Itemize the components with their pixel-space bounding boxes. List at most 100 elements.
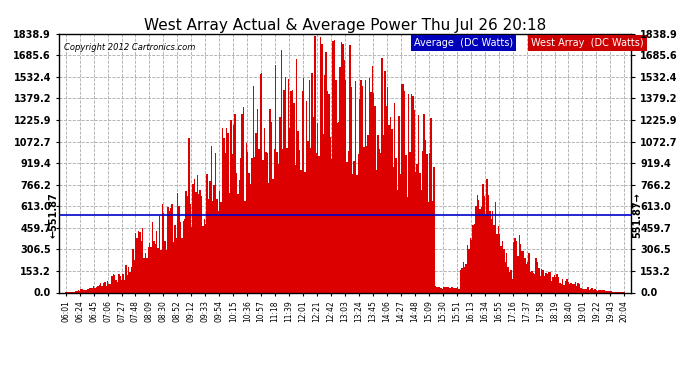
Bar xyxy=(446,287,447,292)
Bar xyxy=(153,242,155,292)
Bar xyxy=(278,164,279,292)
Bar xyxy=(289,128,290,292)
Bar xyxy=(421,190,422,292)
Bar xyxy=(330,136,331,292)
Bar xyxy=(202,226,204,292)
Bar xyxy=(380,153,382,292)
Bar xyxy=(107,281,108,292)
Bar xyxy=(164,241,166,292)
Bar xyxy=(282,149,284,292)
Bar xyxy=(467,244,469,292)
Bar xyxy=(75,291,76,292)
Bar xyxy=(232,154,233,292)
Bar xyxy=(558,277,560,292)
Bar xyxy=(152,222,153,292)
Bar xyxy=(534,274,535,292)
Bar xyxy=(431,118,432,292)
Bar xyxy=(314,36,315,292)
Bar xyxy=(236,173,237,292)
Bar xyxy=(142,228,144,292)
Bar xyxy=(535,258,537,292)
Bar xyxy=(486,179,488,292)
Bar xyxy=(364,80,366,292)
Bar xyxy=(522,251,523,292)
Bar xyxy=(130,267,132,292)
Bar xyxy=(210,146,212,292)
Bar xyxy=(292,90,293,292)
Bar xyxy=(433,167,435,292)
Bar xyxy=(546,274,548,292)
Bar xyxy=(420,173,421,292)
Bar xyxy=(426,154,428,292)
Bar xyxy=(400,174,401,292)
Bar xyxy=(179,222,181,292)
Bar xyxy=(272,179,274,292)
Bar xyxy=(172,242,174,292)
Bar xyxy=(447,287,448,292)
Bar xyxy=(575,282,576,292)
Bar xyxy=(235,114,236,292)
Bar xyxy=(357,154,359,292)
Bar xyxy=(484,196,485,292)
Bar xyxy=(440,288,442,292)
Bar xyxy=(455,288,457,292)
Bar xyxy=(579,284,580,292)
Bar xyxy=(395,158,397,292)
Bar xyxy=(335,80,337,292)
Bar xyxy=(170,209,171,292)
Bar xyxy=(424,114,425,292)
Bar xyxy=(394,103,395,292)
Bar xyxy=(591,288,593,292)
Bar xyxy=(110,285,111,292)
Bar xyxy=(503,249,504,292)
Bar xyxy=(573,284,575,292)
Bar xyxy=(128,267,130,292)
Bar xyxy=(104,282,106,292)
Bar xyxy=(124,280,125,292)
Bar xyxy=(454,288,455,292)
Bar xyxy=(458,289,460,292)
Bar xyxy=(230,120,232,292)
Bar xyxy=(373,93,375,292)
Bar xyxy=(137,238,138,292)
Bar xyxy=(496,234,497,292)
Bar xyxy=(264,128,265,292)
Bar xyxy=(462,262,464,292)
Bar xyxy=(382,58,383,292)
Bar xyxy=(545,273,546,292)
Bar xyxy=(353,161,355,292)
Bar xyxy=(308,80,310,292)
Bar xyxy=(261,73,262,292)
Bar xyxy=(251,158,253,292)
Bar xyxy=(510,270,512,292)
Bar xyxy=(92,288,93,292)
Bar xyxy=(296,59,297,292)
Bar xyxy=(417,116,420,292)
Bar xyxy=(324,75,326,292)
Text: ←551.87: ←551.87 xyxy=(48,192,58,238)
Bar xyxy=(318,156,320,292)
Bar xyxy=(135,233,137,292)
Bar xyxy=(239,180,240,292)
Bar xyxy=(243,107,244,292)
Bar xyxy=(248,174,250,292)
Bar xyxy=(327,90,328,292)
Bar xyxy=(160,250,161,292)
Bar xyxy=(300,170,302,292)
Bar xyxy=(310,148,311,292)
Bar xyxy=(502,241,503,292)
Bar xyxy=(480,209,481,292)
Bar xyxy=(315,153,317,292)
Bar xyxy=(194,179,195,292)
Bar xyxy=(387,87,388,292)
Bar xyxy=(146,258,148,292)
Bar xyxy=(393,167,394,292)
Bar xyxy=(204,219,205,292)
Bar xyxy=(191,227,193,292)
Bar xyxy=(362,86,363,292)
Bar xyxy=(224,153,226,292)
Bar xyxy=(149,243,150,292)
Bar xyxy=(351,87,352,292)
Bar xyxy=(384,71,386,292)
Bar xyxy=(250,184,251,292)
